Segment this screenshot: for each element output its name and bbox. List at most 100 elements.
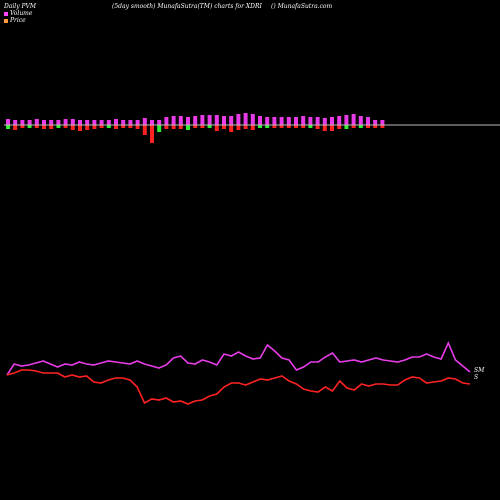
volume-bar-up xyxy=(265,117,270,125)
volume-bar-green xyxy=(358,125,363,128)
volume-bar-up xyxy=(308,117,313,125)
volume-bar-up xyxy=(99,120,104,125)
price-line xyxy=(6,369,471,405)
volume-bar-up xyxy=(135,120,140,125)
volume-bar-up xyxy=(20,120,25,125)
volume-bar-up xyxy=(337,116,342,125)
volume-bar-down xyxy=(164,125,169,129)
volume-bar-down xyxy=(243,125,248,129)
volume-bar-up xyxy=(56,120,61,125)
volume-bar-down xyxy=(78,125,82,131)
volume-bar-green xyxy=(56,125,61,128)
volume-bar-green xyxy=(27,125,32,128)
price-swatch xyxy=(4,18,8,23)
volume-bar-green xyxy=(186,125,190,130)
volume-bar-up xyxy=(85,120,90,125)
volume-bar-up xyxy=(70,119,75,125)
volume-bar-down xyxy=(193,125,198,128)
volume-bar-up xyxy=(258,116,262,125)
volume-bar-up xyxy=(222,116,226,125)
volume-bar-up xyxy=(63,119,68,125)
volume-bar-down xyxy=(150,125,154,143)
volume-bar-up xyxy=(157,120,162,125)
volume-bar-down xyxy=(92,125,97,129)
volume-bar-up xyxy=(301,116,306,125)
volume-bar-down xyxy=(272,125,277,128)
legend-volume-label: Volume xyxy=(10,10,33,17)
volume-bar-down xyxy=(63,125,68,128)
volume-bar-up xyxy=(92,120,97,125)
volume-bar-down xyxy=(142,125,147,135)
volume-bar-down xyxy=(42,125,46,129)
volume-bar-up xyxy=(214,115,219,125)
volume-bar-down xyxy=(20,125,25,128)
volume-bar-green xyxy=(344,125,349,129)
volume-bar-down xyxy=(301,125,306,128)
volume-bar-down xyxy=(322,125,327,131)
header-left: Daily PVM xyxy=(4,3,37,10)
volume-bar-up xyxy=(142,118,147,125)
volume-bar-up xyxy=(322,118,327,125)
volume-bar-up xyxy=(351,114,356,125)
volume-bar-up xyxy=(27,120,32,125)
volume-bar-up xyxy=(315,117,320,125)
volume-bar-down xyxy=(34,125,39,128)
volume-bar-down xyxy=(121,125,126,128)
volume-bar-up xyxy=(193,116,198,125)
volume-bar-up xyxy=(171,116,176,125)
volume-bar-up xyxy=(330,117,334,125)
volume-bar-up xyxy=(42,120,46,125)
volume-bar-down xyxy=(114,125,118,129)
volume-bar-up xyxy=(294,117,298,125)
volume-bar-up xyxy=(114,119,118,125)
volume-bar-green xyxy=(157,125,162,132)
volume-bar-down xyxy=(171,125,176,129)
volume-bar-up xyxy=(178,116,183,125)
volume-bar-up xyxy=(207,115,212,125)
volume-bar-down xyxy=(85,125,90,130)
legend-price-label: Price xyxy=(10,17,26,24)
volume-bar-up xyxy=(366,117,370,125)
volume-bar-up xyxy=(121,120,126,125)
volume-bar-up xyxy=(150,120,154,125)
volume-bar-up xyxy=(358,116,363,125)
volume-bar-down xyxy=(337,125,342,129)
legend-price: Price xyxy=(4,17,26,24)
volume-bar-down xyxy=(178,125,183,129)
volume-bar-down xyxy=(222,125,226,129)
volume-bar-down xyxy=(380,125,385,128)
volume-bar-up xyxy=(286,117,291,125)
volume-bar-down xyxy=(286,125,291,128)
volume-bar-up xyxy=(250,114,255,125)
volume-swatch xyxy=(4,11,8,16)
volume-bar-down xyxy=(351,125,356,128)
volume-bar-up xyxy=(13,120,18,125)
end-label-price: S xyxy=(474,374,478,381)
volume-bar-down xyxy=(128,125,133,128)
volume-bar-down xyxy=(99,125,104,128)
volume-bar-up xyxy=(344,115,349,125)
volume-line xyxy=(6,341,471,376)
volume-bar-up xyxy=(272,117,277,125)
volume-bar-down xyxy=(49,125,54,129)
volume-bar-down xyxy=(70,125,75,130)
volume-bar-down xyxy=(200,125,205,128)
volume-bar-green xyxy=(265,125,270,128)
volume-bars xyxy=(6,113,385,143)
end-label-volume: SM xyxy=(474,367,485,374)
volume-bar-up xyxy=(128,120,133,125)
volume-bar-down xyxy=(315,125,320,129)
volume-bar-up xyxy=(243,113,248,125)
volume-bar-up xyxy=(106,120,111,125)
volume-bar-green xyxy=(207,125,212,128)
volume-bar-up xyxy=(373,120,378,125)
volume-bar-up xyxy=(200,115,205,125)
header-right: () MunafaSutra.com xyxy=(271,3,333,10)
legend-volume: Volume xyxy=(4,10,32,17)
volume-bar-up xyxy=(164,117,169,125)
volume-bar-down xyxy=(294,125,298,128)
volume-bar-up xyxy=(186,117,190,125)
volume-bar-up xyxy=(229,116,234,125)
volume-bar-up xyxy=(34,119,39,125)
